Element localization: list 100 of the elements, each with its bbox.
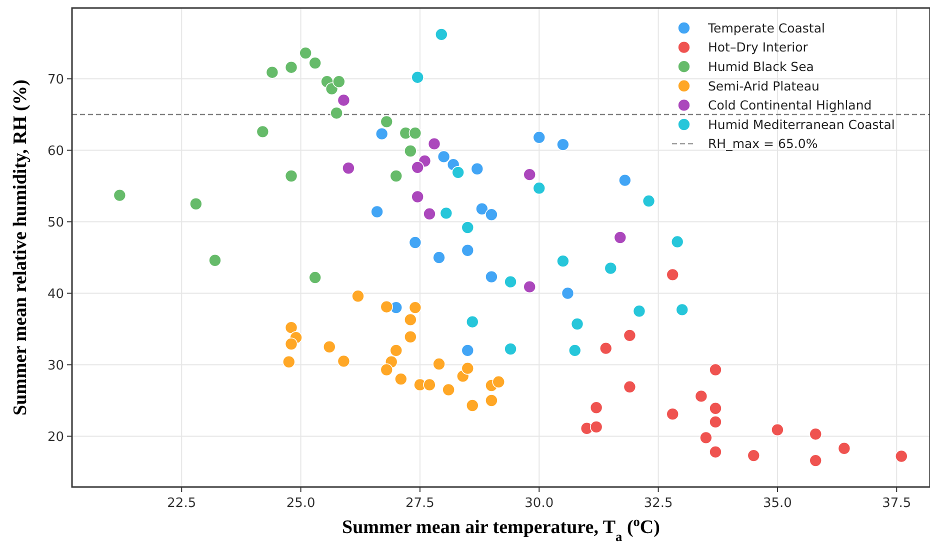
y-tick-label: 20 xyxy=(47,430,64,445)
point xyxy=(709,402,722,415)
y-axis-title: Summer mean relative humidity, RH (%) xyxy=(10,80,31,416)
point xyxy=(461,344,474,357)
point xyxy=(476,202,488,216)
point xyxy=(492,376,506,388)
point xyxy=(523,168,536,181)
point xyxy=(337,94,350,107)
point xyxy=(809,454,822,467)
legend-label: Semi-Arid Plateau xyxy=(708,78,820,94)
point xyxy=(568,344,582,357)
point xyxy=(590,401,603,414)
point xyxy=(461,221,474,234)
point xyxy=(461,244,474,257)
point xyxy=(337,354,350,368)
point xyxy=(404,330,417,344)
point xyxy=(771,423,784,436)
point xyxy=(532,182,546,195)
point xyxy=(642,194,656,208)
point xyxy=(666,268,679,282)
point xyxy=(284,170,298,182)
point xyxy=(408,126,422,140)
point xyxy=(308,56,322,70)
point xyxy=(352,290,364,303)
y-tick-label: 50 xyxy=(47,215,64,230)
x-tick-label: 22.5 xyxy=(167,496,196,511)
point xyxy=(408,301,422,314)
point xyxy=(504,275,517,288)
point xyxy=(700,431,712,444)
legend-label: Temperate Coastal xyxy=(707,20,825,36)
x-tick-label: 27.5 xyxy=(405,496,434,511)
point xyxy=(256,125,270,138)
point xyxy=(435,28,448,41)
point xyxy=(838,442,851,455)
x-tick-label: 25.0 xyxy=(286,496,316,511)
point xyxy=(590,420,603,434)
y-tick-label: 60 xyxy=(47,144,64,159)
point xyxy=(380,300,393,314)
point xyxy=(408,236,422,249)
point xyxy=(380,363,393,376)
point xyxy=(470,162,484,176)
point xyxy=(709,363,722,376)
point xyxy=(614,231,627,244)
point xyxy=(113,188,126,202)
legend-label: Humid Mediterranean Coastal xyxy=(708,116,895,132)
point xyxy=(556,254,570,268)
point xyxy=(380,115,393,128)
point xyxy=(284,321,298,334)
point xyxy=(709,416,722,428)
x-tick-label: 30.0 xyxy=(524,496,554,511)
point xyxy=(466,399,479,412)
point xyxy=(485,208,498,222)
point xyxy=(437,150,450,164)
point xyxy=(308,271,322,284)
point xyxy=(709,446,722,458)
point xyxy=(532,131,546,144)
point xyxy=(404,144,417,158)
point xyxy=(523,280,536,294)
point xyxy=(809,428,822,440)
point xyxy=(299,46,312,60)
point xyxy=(666,408,679,420)
point xyxy=(411,161,424,174)
point xyxy=(284,338,298,350)
point xyxy=(623,329,636,342)
point xyxy=(632,304,646,318)
legend-label: Humid Black Sea xyxy=(708,58,814,74)
y-tick-label: 40 xyxy=(47,286,64,302)
point xyxy=(411,70,424,84)
point xyxy=(485,270,498,284)
point xyxy=(618,174,632,187)
point xyxy=(423,208,436,220)
point xyxy=(604,262,618,275)
point xyxy=(599,342,612,355)
legend-label: Cold Continental Highland xyxy=(708,98,872,113)
point xyxy=(266,66,279,79)
point xyxy=(556,138,570,151)
point xyxy=(694,390,708,403)
point xyxy=(670,235,684,248)
point xyxy=(432,251,446,264)
point xyxy=(390,344,403,357)
point xyxy=(423,378,436,392)
point xyxy=(190,197,202,210)
point xyxy=(747,449,760,462)
point xyxy=(561,286,574,300)
y-tick-label: 30 xyxy=(47,358,64,374)
point xyxy=(375,127,388,140)
point xyxy=(432,358,446,370)
point xyxy=(895,450,908,463)
x-tick-label: 32.5 xyxy=(644,496,673,511)
point xyxy=(323,340,336,354)
point xyxy=(623,380,636,394)
point xyxy=(394,372,408,386)
point xyxy=(466,315,479,328)
point xyxy=(404,313,417,326)
legend-label: Hot–Dry Interior xyxy=(708,40,809,55)
legend-label: RH_max = 65.0% xyxy=(708,136,818,152)
y-tick-label: 70 xyxy=(47,72,64,88)
point xyxy=(411,190,424,204)
point xyxy=(390,170,403,182)
point xyxy=(330,106,343,120)
